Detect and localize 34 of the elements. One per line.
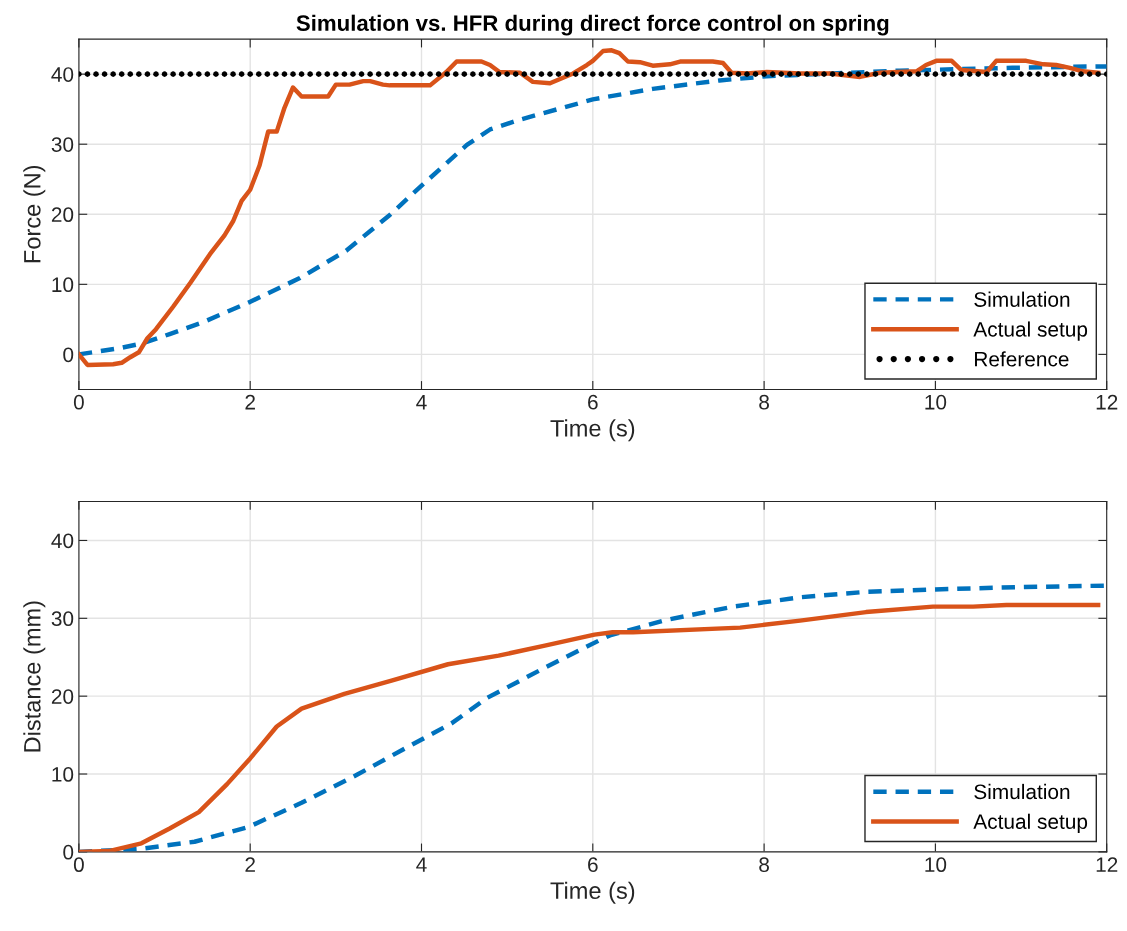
y-tick-label: 40 [51,533,74,549]
y-tick-label: 40 [51,67,74,82]
chart-title: Simulation vs. HFR during direct force control on spring [296,14,889,36]
x-tick-label: 6 [588,394,598,410]
x-tick-label: 2 [245,394,255,410]
x-axis-title: Time (s) [550,881,635,904]
y-tick-label: 20 [51,689,74,704]
x-tick-label: 6 [588,857,598,873]
y-tick-label: 0 [63,347,74,363]
legend-label: Actual setup [973,813,1088,834]
legend-label: Simulation [974,291,1070,307]
x-axis-title: Time (s) [550,419,635,442]
x-tick-label: 2 [245,857,255,872]
x-tick-label: 10 [925,394,947,410]
x-tick-label: 8 [759,857,769,873]
y-tick-label: 10 [52,767,74,782]
x-tick-label: 4 [416,857,427,872]
x-tick-label: 12 [1096,857,1118,872]
legend-label: Actual setup [973,321,1088,341]
y-tick-label: 20 [51,207,74,223]
x-tick-label: 4 [416,395,427,410]
x-tick-label: 10 [925,857,947,873]
x-tick-label: 0 [73,394,84,410]
y-tick-label: 30 [51,137,74,152]
legend-label: Reference [975,351,1069,367]
y-tick-label: 0 [63,844,74,860]
legend-label: Simulation [974,783,1070,800]
x-tick-label: 0 [73,857,84,873]
x-tick-label: 12 [1096,394,1118,410]
y-tick-label: 30 [51,611,74,627]
x-tick-label: 8 [759,394,769,410]
y-tick-label: 10 [52,277,74,293]
y-axis-title: Force (N) [23,165,46,263]
y-axis-title: Distance (mm) [23,601,46,752]
